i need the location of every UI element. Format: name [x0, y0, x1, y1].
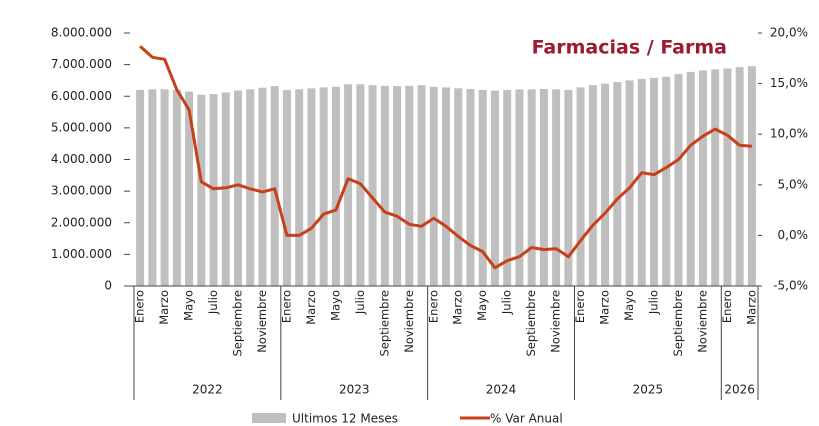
bar [527, 89, 536, 286]
y-tick-label: 8.000.000 [51, 26, 112, 40]
x-tick-label: Marzo [451, 290, 465, 325]
x-tick-label: Marzo [598, 290, 612, 325]
x-group-label: 2022 [192, 383, 223, 397]
x-tick-label: Enero [426, 290, 440, 323]
bar [698, 70, 707, 286]
x-tick-label: Noviembre [255, 290, 269, 353]
bar [552, 89, 561, 286]
x-tick-label: Noviembre [695, 290, 709, 353]
x-group-label: 2025 [633, 383, 664, 397]
y2-tick-label: 20,0% [770, 26, 808, 40]
y2-tick-label: 15,0% [770, 76, 808, 90]
bar [735, 67, 744, 286]
x-tick-label: Enero [720, 290, 734, 323]
bar [490, 90, 499, 287]
y-tick-label: 3.000.000 [51, 184, 112, 198]
bar [601, 83, 610, 286]
x-tick-label: Noviembre [549, 290, 563, 353]
bar [613, 82, 622, 286]
bar [380, 85, 389, 286]
bar [723, 68, 732, 286]
legend-label: Ultimos 12 Meses [292, 412, 398, 426]
bar [637, 78, 646, 286]
bar [747, 66, 756, 286]
x-tick-label: Julio [206, 290, 220, 315]
bar [136, 89, 145, 286]
legend-label: % Var Anual [490, 412, 563, 426]
bar [282, 89, 291, 286]
y-tick-label: 1.000.000 [51, 247, 112, 261]
bar [478, 89, 487, 286]
bar [711, 69, 720, 287]
x-tick-label: Marzo [744, 290, 758, 325]
bar [405, 85, 414, 286]
bar [307, 88, 316, 286]
x-tick-label: Mayo [622, 290, 636, 321]
x-group-label: 2023 [339, 383, 370, 397]
bar [319, 87, 328, 287]
bar [625, 80, 634, 286]
x-tick-label: Enero [279, 290, 293, 323]
x-tick-label: Marzo [157, 290, 171, 325]
x-tick-label: Septiembre [524, 290, 538, 357]
x-tick-label: Julio [353, 290, 367, 315]
x-tick-label: Septiembre [671, 290, 685, 357]
x-tick-label: Julio [647, 290, 661, 315]
x-tick-label: Septiembre [377, 290, 391, 357]
bar [258, 87, 267, 287]
bar [674, 74, 683, 286]
bar [564, 89, 573, 286]
x-tick-label: Septiembre [231, 290, 245, 357]
x-tick-label: Noviembre [402, 290, 416, 353]
x-tick-label: Enero [573, 290, 587, 323]
y-tick-label: 7.000.000 [51, 57, 112, 71]
bar [368, 85, 377, 287]
y2-tick-label: 10,0% [770, 127, 808, 141]
x-tick-label: Mayo [328, 290, 342, 321]
legend-swatch [252, 413, 286, 423]
x-tick-label: Mayo [182, 290, 196, 321]
bar [270, 86, 279, 286]
bar [515, 89, 524, 286]
bar [454, 88, 463, 286]
bar [172, 89, 181, 286]
bar [466, 88, 475, 286]
y-tick-label: 6.000.000 [51, 89, 112, 103]
bar [429, 86, 438, 286]
bar [197, 94, 206, 286]
bar [344, 84, 353, 286]
y-tick-label: 4.000.000 [51, 152, 112, 166]
y-tick-label: 5.000.000 [51, 120, 112, 134]
bar [662, 76, 671, 286]
bar [539, 88, 548, 286]
bar [295, 89, 304, 286]
line [139, 45, 753, 270]
bar [185, 91, 194, 286]
y-tick-label: 0 [104, 279, 112, 293]
bar [331, 86, 340, 286]
chart-title: Farmacias / Farma [532, 37, 727, 59]
y-tick-label: 2.000.000 [51, 215, 112, 229]
bar [148, 89, 157, 286]
x-tick-label: Mayo [475, 290, 489, 321]
bar [588, 85, 597, 287]
x-tick-label: Marzo [304, 290, 318, 325]
x-group-label: 2026 [724, 383, 755, 397]
x-tick-label: Julio [500, 290, 514, 315]
bar [576, 87, 585, 287]
y2-tick-label: 5,0% [778, 177, 809, 191]
x-group-label: 2024 [486, 383, 517, 397]
y2-tick-label: 0,0% [778, 228, 809, 242]
bar [393, 86, 402, 286]
bar [503, 89, 512, 286]
bar [417, 85, 426, 287]
x-tick-label: Enero [133, 290, 147, 323]
y2-tick-label: -5,0% [773, 279, 808, 293]
bar [160, 89, 169, 286]
bar [442, 87, 450, 287]
bar [686, 71, 695, 287]
bar [234, 90, 242, 287]
bar [650, 77, 658, 286]
